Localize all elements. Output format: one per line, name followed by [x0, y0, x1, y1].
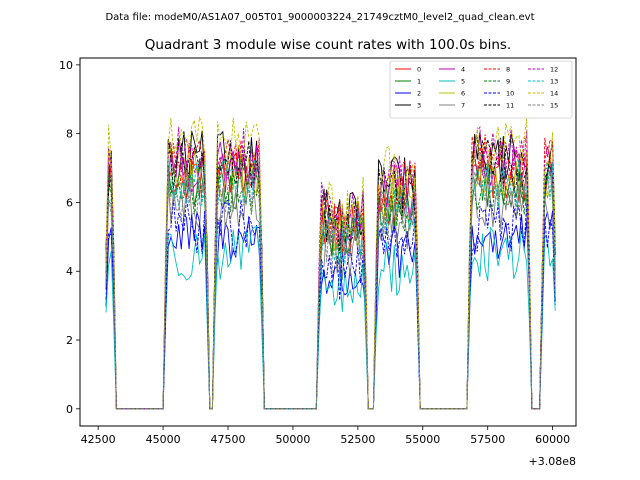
legend-label-12: 12 [550, 66, 558, 74]
legend-label-11: 11 [506, 102, 514, 110]
legend-label-14: 14 [550, 90, 558, 98]
axes-frame [79, 57, 577, 427]
x-tick-label: 55000 [405, 433, 440, 446]
chart-title: Quadrant 3 module wise count rates with … [145, 37, 511, 53]
y-tick-label: 2 [66, 334, 73, 347]
legend-label-8: 8 [506, 66, 510, 74]
series-line-8 [105, 134, 556, 410]
series-line-15 [105, 168, 556, 410]
y-tick-label: 10 [59, 59, 73, 72]
legend-label-9: 9 [506, 78, 510, 86]
legend-label-2: 2 [417, 90, 421, 98]
legend-label-6: 6 [461, 90, 465, 98]
x-offset-label: +3.08e8 [529, 455, 576, 468]
legend-label-7: 7 [461, 102, 465, 110]
plot-area: 42500 45000 47500 50000 52500 55000 57500 60000… [59, 57, 577, 468]
legend-label-3: 3 [417, 102, 421, 110]
y-tick-label: 4 [66, 265, 73, 278]
legend-label-10: 10 [506, 90, 514, 98]
series-line-5 [105, 226, 556, 410]
series-line-10 [105, 199, 556, 410]
suptitle: Data file: modeM0/AS1A07_005T01_90000032… [105, 12, 534, 23]
legend-label-13: 13 [550, 78, 558, 86]
legend-label-1: 1 [417, 78, 421, 86]
x-tick-label: 60000 [535, 433, 570, 446]
y-axis: 0 2 4 6 8 10 [59, 59, 80, 416]
legend-label-4: 4 [461, 66, 465, 74]
y-tick-label: 6 [66, 196, 73, 209]
x-axis: 42500 45000 47500 50000 52500 55000 57500 60000 [81, 426, 570, 446]
legend-label-15: 15 [550, 102, 558, 110]
x-tick-label: 52500 [340, 433, 375, 446]
y-tick-label: 8 [66, 128, 73, 141]
series-line-7 [105, 174, 556, 410]
series-layer [105, 115, 556, 410]
series-line-12 [105, 126, 556, 410]
legend-frame [389, 60, 573, 119]
series-line-9 [105, 161, 556, 410]
x-tick-label: 57500 [470, 433, 505, 446]
x-tick-label: 50000 [275, 433, 310, 446]
x-tick-label: 42500 [81, 433, 116, 446]
legend-label-0: 0 [417, 66, 421, 74]
x-tick-label: 45000 [146, 433, 181, 446]
x-tick-label: 47500 [211, 433, 246, 446]
y-tick-label: 0 [66, 403, 73, 416]
legend-label-5: 5 [461, 78, 465, 86]
series-line-14 [105, 115, 556, 410]
